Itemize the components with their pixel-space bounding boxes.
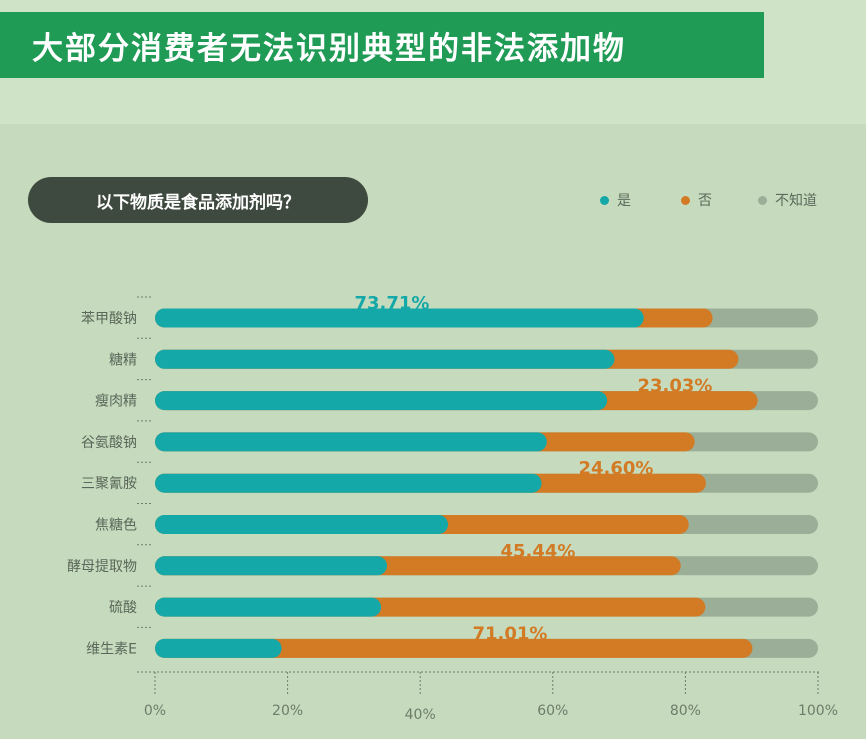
- data-label: 73.71%: [355, 293, 430, 314]
- legend-swatch-yes: [600, 195, 609, 205]
- bar-segment-yes: [155, 638, 282, 658]
- legend-label-unknown: 不知道: [775, 193, 817, 209]
- bar-segment-no: [155, 638, 753, 658]
- category-label: 谷氨酸钠: [81, 435, 137, 451]
- bar-segment-yes: [155, 432, 547, 452]
- x-tick-label: 40%: [405, 707, 436, 723]
- x-tick-label: 100%: [798, 703, 838, 719]
- data-label: 24.60%: [579, 458, 654, 479]
- category-label: 瘦肉精: [95, 393, 137, 410]
- data-label: 23.03%: [638, 376, 713, 397]
- category-label: 维生素E: [86, 641, 137, 657]
- category-label: 三聚氰胺: [81, 476, 137, 492]
- x-tick-label: 20%: [272, 703, 303, 719]
- category-label: 硫酸: [109, 600, 137, 616]
- category-label: 糖精: [109, 352, 137, 368]
- x-tick-label: 60%: [537, 703, 568, 719]
- bar-segment-yes: [155, 473, 542, 493]
- legend-item-yes: 是: [600, 190, 631, 210]
- legend-swatch-unknown: [758, 195, 767, 205]
- question-pill: 以下物质是食品添加剂吗？: [28, 177, 368, 223]
- category-label: 苯甲酸钠: [81, 310, 137, 327]
- bar-segment-yes: [155, 349, 615, 369]
- data-label: 71.01%: [473, 623, 548, 644]
- bar-segment-yes: [155, 597, 382, 617]
- bar-segment-yes: [155, 308, 644, 328]
- legend-label-no: 否: [698, 193, 712, 209]
- legend-swatch-no: [681, 195, 690, 205]
- legend-item-unknown: 不知道: [758, 190, 817, 210]
- category-label: 酵母提取物: [67, 559, 137, 575]
- data-label: 45.44%: [501, 541, 576, 562]
- legend-label-yes: 是: [617, 193, 631, 209]
- category-label: 焦糖色: [95, 517, 137, 534]
- x-tick-label: 0%: [144, 703, 166, 719]
- legend-item-no: 否: [681, 190, 712, 210]
- page-title: 大部分消费者无法识别典型的非法添加物: [0, 12, 764, 78]
- bar-segment-yes: [155, 391, 608, 411]
- chart-panel: [0, 124, 866, 739]
- x-tick-label: 80%: [670, 703, 701, 719]
- bar-segment-yes: [155, 515, 449, 534]
- bar-segment-yes: [155, 556, 388, 576]
